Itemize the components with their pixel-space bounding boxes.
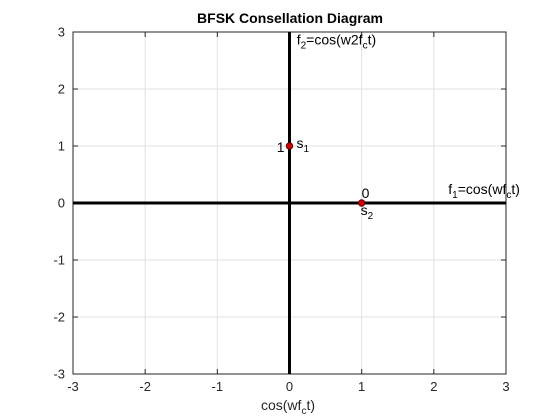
point-symbol-label-0-part-0: s — [297, 135, 304, 151]
chart-title: BFSK Consellation Diagram — [197, 10, 383, 26]
x-axis-label-sub: c — [301, 406, 306, 417]
point-symbol-label-0: s1 — [297, 135, 310, 155]
y-tick-label-0: -3 — [53, 367, 65, 382]
y-tick-label-2: -1 — [53, 253, 65, 268]
point-bit-label-1: 0 — [362, 185, 370, 201]
basis-label-f2-part-2: =cos(w2f — [306, 31, 363, 47]
x-tick-label-4: 1 — [358, 379, 365, 394]
point-symbol-label-1-part-1: 2 — [368, 211, 374, 222]
constellation-point-0 — [285, 142, 294, 150]
x-tick-label-6: 3 — [502, 379, 509, 394]
basis-label-f2-part-0: f — [297, 31, 301, 47]
basis-label-f2-part-1: 2 — [301, 40, 307, 51]
y-tick-label-6: 3 — [58, 25, 65, 40]
y-tick-label-1: -2 — [53, 310, 65, 325]
x-tick-label-2: -1 — [212, 379, 224, 394]
basis-label-f2-part-4: t) — [368, 31, 377, 47]
y-tick-label-5: 2 — [58, 82, 65, 97]
y-tick-label-4: 1 — [58, 139, 65, 154]
point-symbol-label-1: s2 — [361, 202, 374, 222]
basis-label-f1: f1=cos(wfct) — [448, 181, 520, 201]
basis-label-f1-part-0: f — [448, 181, 452, 197]
point-bit-label-0: 1 — [277, 139, 285, 155]
point-symbol-label-1-part-0: s — [361, 202, 368, 218]
x-tick-label-1: -2 — [139, 379, 151, 394]
x-tick-label-5: 2 — [430, 379, 437, 394]
basis-label-f1-part-2: =cos(wf — [458, 181, 507, 197]
basis-label-f1-part-1: 1 — [452, 190, 458, 201]
constellation-points — [285, 142, 366, 207]
basis-label-f2: f2=cos(w2fct) — [297, 31, 376, 51]
y-tick-label-3: 0 — [58, 196, 65, 211]
constellation-point-1 — [357, 199, 366, 207]
x-tick-label-0: -3 — [67, 379, 79, 394]
basis-label-f1-part-3: c — [506, 190, 511, 201]
tick-labels: -3 -2 -1 0 1 2 3 -3 -2 -1 0 1 2 3 — [53, 25, 509, 395]
x-axis-label: cos(wfct) — [261, 397, 315, 417]
x-axis-label-end: t) — [306, 397, 315, 413]
x-tick-label-3: 0 — [286, 379, 293, 394]
x-axis-label-main: cos(wf — [261, 397, 302, 413]
basis-axes — [73, 32, 506, 374]
basis-label-f1-part-4: t) — [511, 181, 520, 197]
point-symbol-label-0-part-1: 1 — [304, 144, 310, 155]
basis-label-f2-part-3: c — [363, 40, 368, 51]
